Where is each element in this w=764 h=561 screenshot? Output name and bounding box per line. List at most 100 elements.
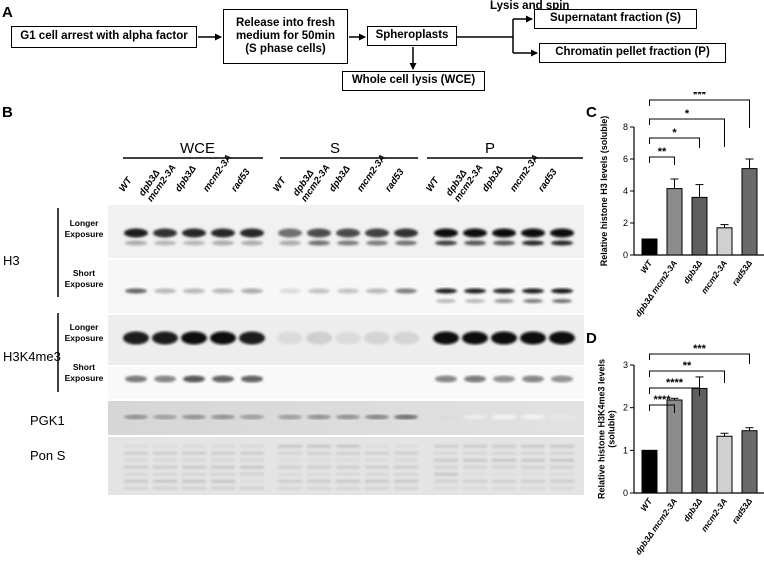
release-box: Release into fresh medium for 50min (S p… [223, 9, 348, 64]
band [493, 288, 515, 294]
significance-bracket-2 [649, 118, 725, 147]
category-label-2: dpb3Δ [681, 258, 704, 285]
band [154, 375, 176, 383]
band [522, 240, 544, 246]
significance-label-3: *** [693, 343, 707, 355]
group-label-p: P [485, 140, 496, 157]
lane-label-wce-0: WT [117, 175, 135, 194]
band [279, 240, 301, 246]
band [521, 414, 545, 420]
band [493, 240, 515, 246]
lane-label-p-0: WT [424, 175, 442, 194]
h3k4me3-longer-exposure-label: Longer Exposure [64, 322, 104, 343]
bar-3 [716, 435, 733, 494]
band [521, 228, 545, 238]
band [211, 414, 235, 420]
band [336, 414, 360, 420]
bar-3 [716, 227, 733, 256]
significance-bracket-0 [649, 404, 675, 413]
band [210, 331, 236, 345]
band [366, 288, 388, 294]
band [492, 228, 516, 238]
band [464, 375, 486, 383]
y-tick-label: 0 [623, 488, 628, 498]
band [435, 240, 457, 246]
band [394, 228, 418, 238]
category-label-0: WT [638, 258, 654, 275]
band [239, 331, 265, 345]
row-label-h3: H3 [3, 253, 20, 268]
band [240, 228, 264, 238]
band [337, 240, 359, 246]
lane-label-wce-4: rad53 [229, 166, 253, 194]
band [434, 228, 458, 238]
chart-c: Relative histone H3 levels (soluble) 0 2 4 6… [599, 92, 764, 317]
band [125, 240, 147, 246]
blot-h3k4me3-short [108, 367, 584, 399]
band [551, 240, 573, 246]
bar-4 [741, 168, 758, 256]
band [279, 288, 301, 294]
wce-box: Whole cell lysis (WCE) [342, 71, 485, 91]
band [336, 228, 360, 238]
significance-bracket-0 [649, 156, 675, 165]
y-tick-label: 4 [623, 186, 628, 196]
band [241, 240, 263, 246]
band [307, 228, 331, 238]
significance-label-3: *** [693, 92, 707, 101]
significance-bracket-2 [649, 370, 725, 383]
bar-4 [741, 430, 758, 494]
significance-label-0: **** [653, 394, 671, 406]
significance-bracket-3 [649, 99, 750, 128]
bar-2 [691, 196, 708, 256]
band [463, 228, 487, 238]
lane-label-p-4: rad53 [536, 166, 560, 194]
band [154, 240, 176, 246]
band [394, 414, 418, 420]
western-blot-image [108, 205, 584, 495]
y-tick-label: 8 [623, 122, 628, 132]
band [464, 288, 486, 294]
significance-label-2: * [685, 108, 690, 120]
category-label-0: WT [638, 496, 654, 513]
panel-c-letter: C [586, 104, 597, 121]
band [465, 299, 485, 303]
band [124, 228, 148, 238]
y-tick-label: 6 [623, 154, 628, 164]
y-axis-label: Relative histone H3 levels (soluble) [599, 116, 609, 267]
band [522, 375, 544, 383]
y-tick-label: 1 [623, 445, 628, 455]
band [154, 288, 176, 294]
panel-b-letter: B [2, 104, 13, 121]
band [125, 375, 147, 383]
band [125, 288, 147, 294]
significance-label-1: * [672, 127, 677, 139]
band [494, 299, 514, 303]
group-label-s: S [330, 140, 341, 157]
band [550, 414, 574, 420]
band [435, 288, 457, 294]
bar-1 [666, 399, 683, 494]
band [523, 299, 543, 303]
band [240, 414, 264, 420]
band [153, 414, 177, 420]
lane-label-s-0: WT [271, 175, 289, 194]
band [463, 414, 487, 420]
category-label-2: dpb3Δ [681, 496, 704, 523]
band [124, 414, 148, 420]
band [306, 331, 332, 345]
bar-2 [691, 387, 708, 494]
band [365, 414, 389, 420]
row-label-pgk1: PGK1 [30, 413, 65, 428]
panel-a-letter: A [2, 4, 13, 21]
band [551, 375, 573, 383]
chromatin-pellet-box: Chromatin pellet fraction (P) [539, 43, 726, 63]
band [335, 331, 361, 345]
h3-longer-exposure-label: Longer Exposure [64, 218, 104, 239]
band [183, 288, 205, 294]
band [433, 331, 459, 345]
band [277, 331, 303, 345]
row-brackets [57, 208, 59, 392]
significance-bracket-1 [649, 137, 700, 148]
y-tick-label: 2 [623, 403, 628, 413]
